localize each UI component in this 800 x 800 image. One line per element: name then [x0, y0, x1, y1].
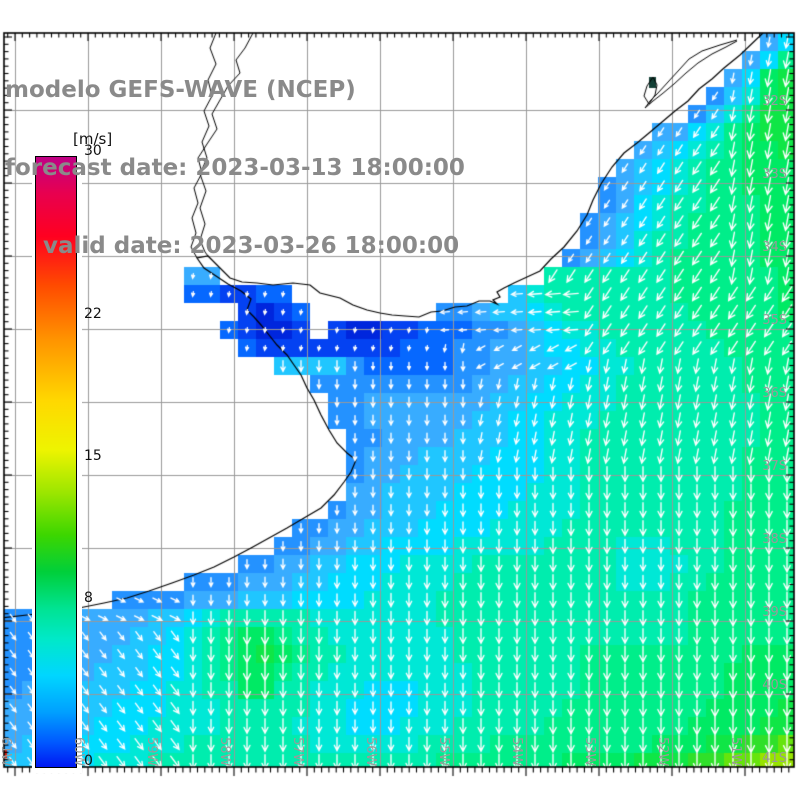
lon-label: 61W [0, 737, 13, 767]
lon-label: 56W [363, 737, 378, 767]
colorbar-tick-label: 0 [84, 753, 93, 769]
lat-label: 40S [762, 678, 787, 693]
colorbar-tick-label: 22 [84, 305, 102, 322]
lat-label: 37S [762, 459, 787, 474]
lon-label: 59W [144, 737, 159, 767]
colorbar-gradient [35, 156, 77, 768]
lat-label: 38S [762, 532, 787, 547]
lon-label: 57W [290, 737, 305, 767]
lat-label: 33S [762, 167, 787, 182]
lat-label: 35S [762, 313, 787, 328]
lon-label: 54W [509, 737, 524, 767]
lon-label: 53W [582, 737, 597, 767]
lon-label: 52W [655, 737, 670, 767]
colorbar [32, 149, 82, 773]
colorbar-tick-label: 8 [84, 590, 93, 607]
lon-label: 55W [436, 737, 451, 767]
lon-label: 51W [728, 737, 743, 767]
lat-label: 39S [762, 605, 787, 620]
forecast-date: forecast date: 2023-03-13 18:00:00 [5, 155, 465, 181]
lat-label: 41S [762, 751, 787, 766]
lat-label: 36S [762, 386, 787, 401]
model-title: modelo GEFS-WAVE (NCEP) [5, 77, 356, 103]
lat-label: 34S [762, 240, 787, 255]
colorbar-tick-label: 30 [84, 143, 102, 159]
valid-date: valid date: 2023-03-26 18:00:00 [43, 233, 460, 259]
colorbar-tick-label: 15 [84, 448, 102, 464]
lat-label: 32S [762, 94, 787, 109]
title-block: modelo GEFS-WAVE (NCEP) forecast date: 2… [5, 25, 465, 311]
lon-label: 58W [217, 737, 232, 767]
colorbar-unit-label: [m/s] [73, 130, 113, 148]
